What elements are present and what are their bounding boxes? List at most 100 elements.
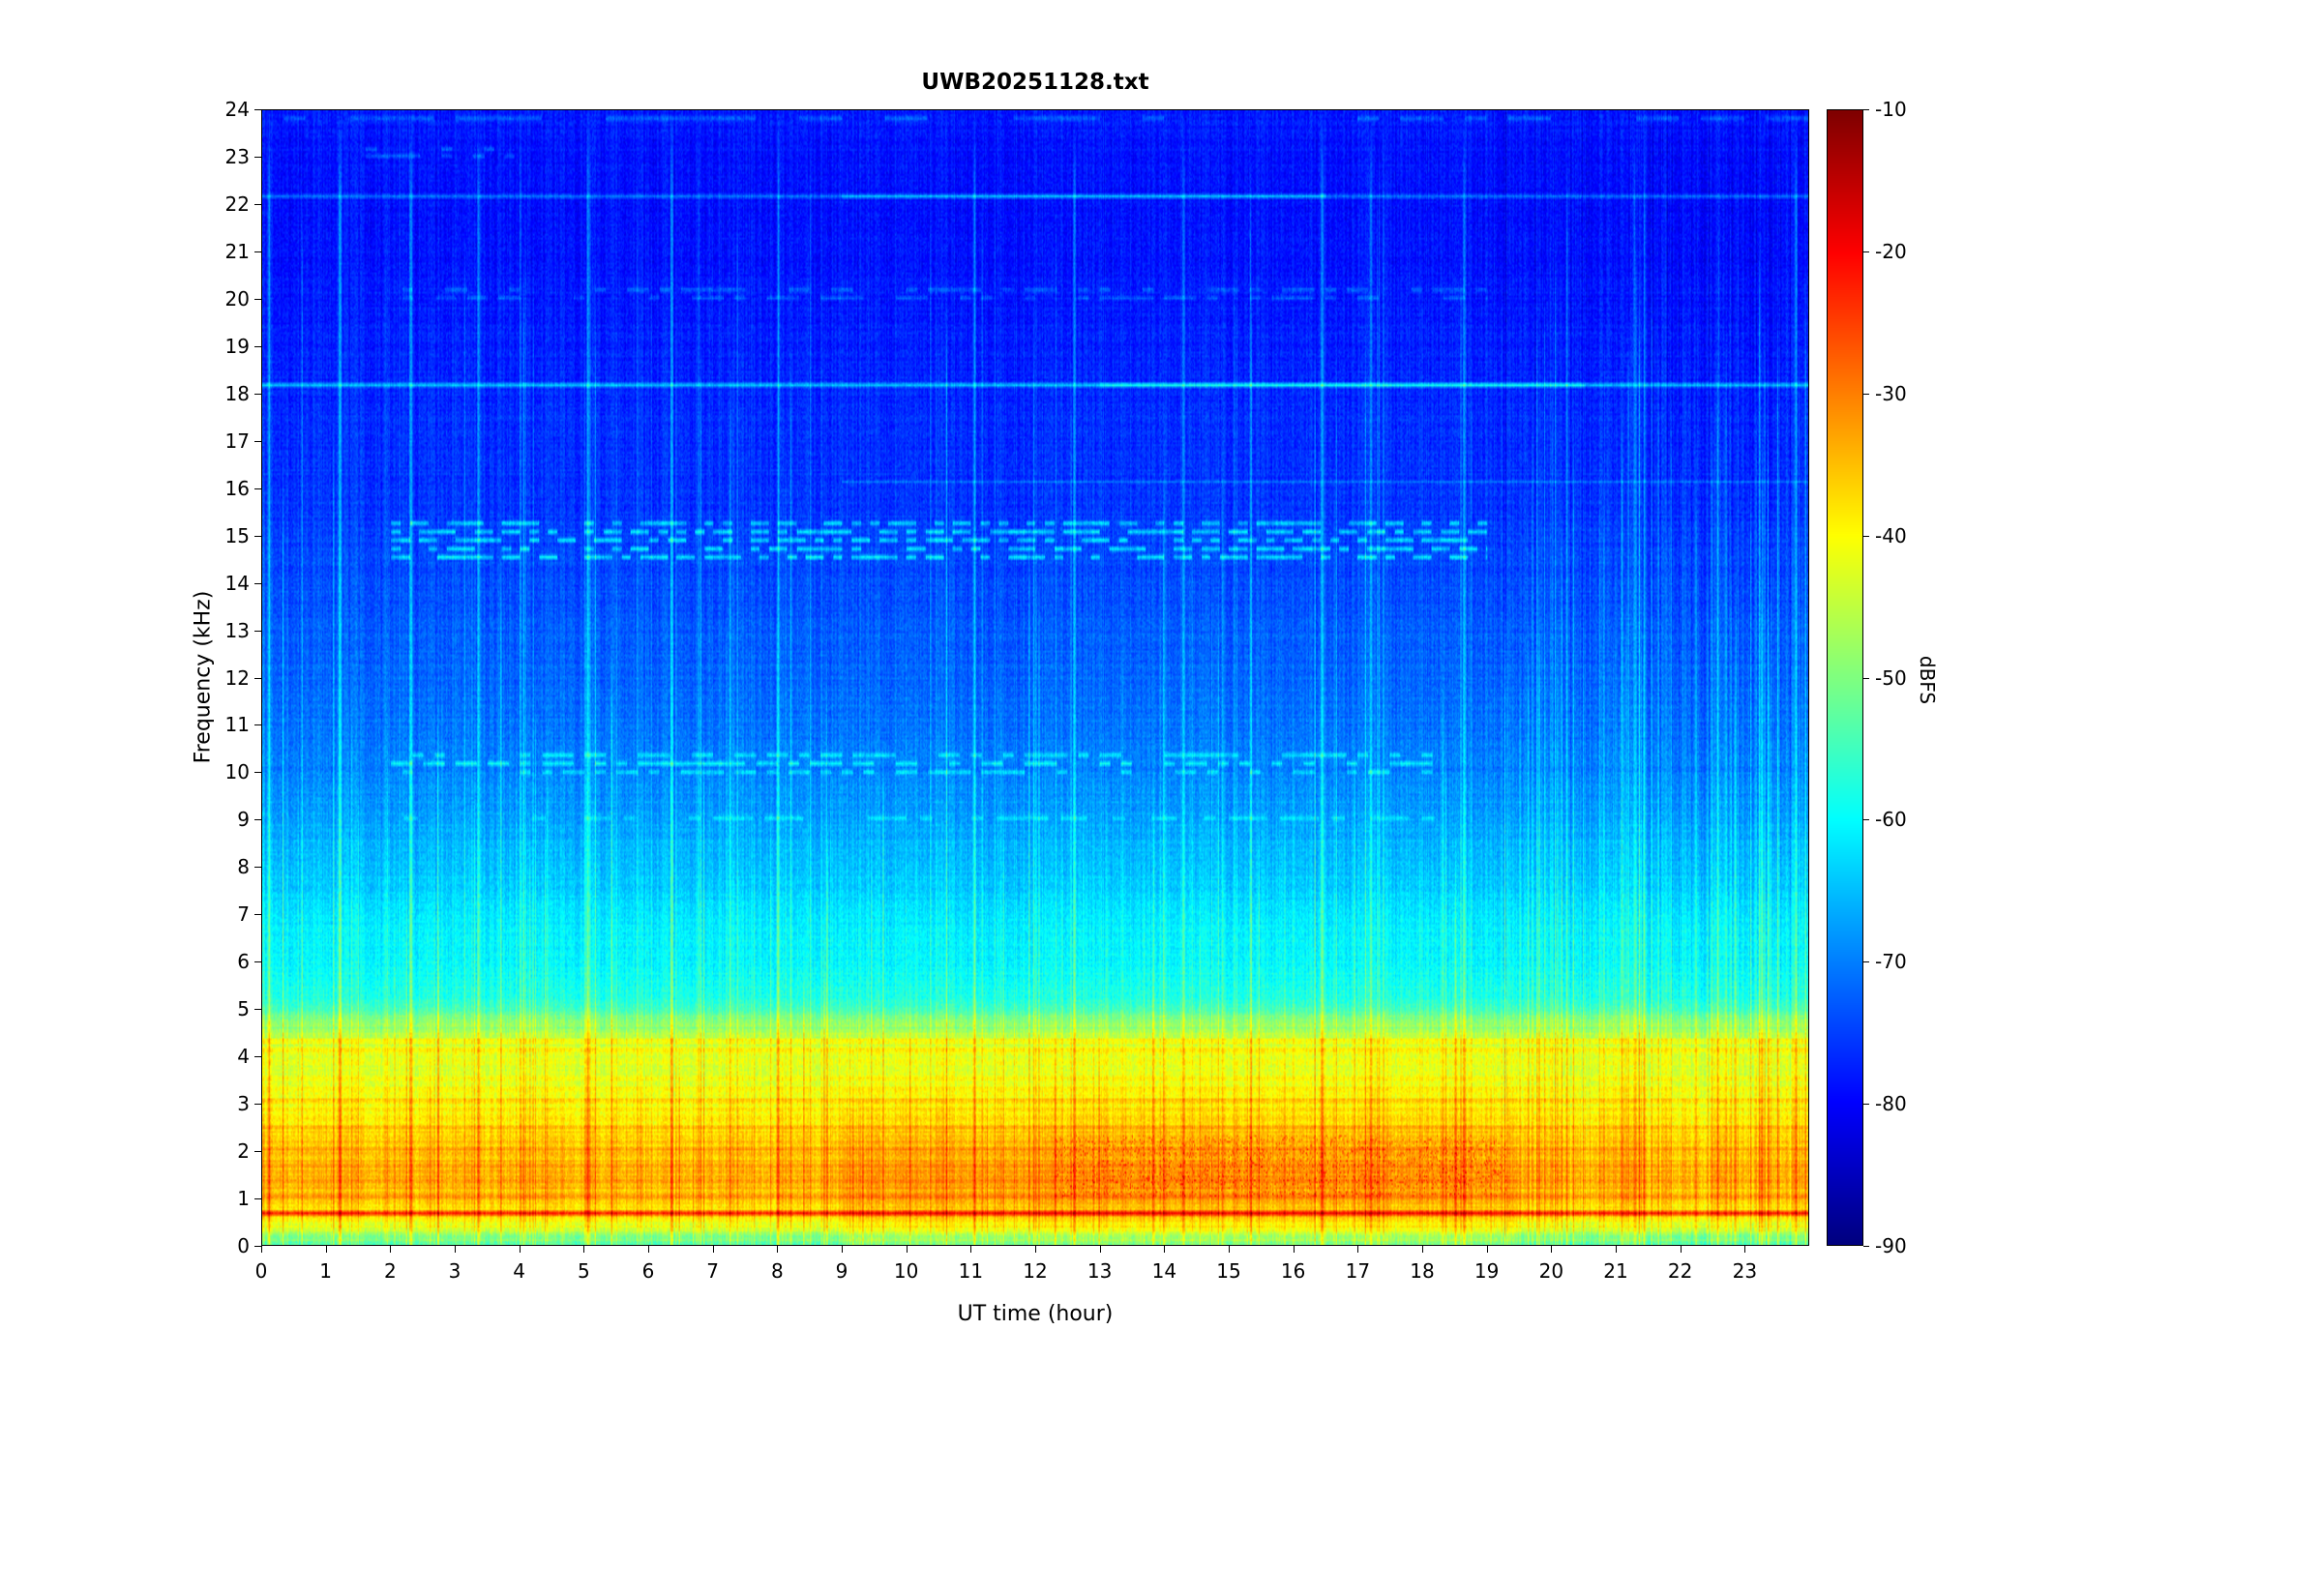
x-tick-mark (777, 1246, 779, 1253)
x-tick-label: 18 (1410, 1259, 1435, 1283)
colorbar-tick-label: -90 (1875, 1234, 1907, 1257)
y-tick-mark (254, 961, 261, 963)
y-tick-label: 21 (224, 239, 250, 263)
x-tick-label: 17 (1345, 1259, 1371, 1283)
x-tick-label: 0 (254, 1259, 268, 1283)
y-tick-label: 3 (237, 1092, 250, 1116)
y-tick-mark (254, 345, 261, 347)
y-tick-mark (254, 251, 261, 252)
x-tick-label: 16 (1280, 1259, 1306, 1283)
y-tick-label: 18 (224, 381, 250, 405)
y-tick-label: 4 (237, 1045, 250, 1069)
x-tick-label: 15 (1216, 1259, 1241, 1283)
y-tick-label: 11 (224, 713, 250, 737)
y-tick-mark (254, 1056, 261, 1058)
x-tick-label: 11 (958, 1259, 984, 1283)
y-tick-label: 15 (224, 523, 250, 547)
x-tick-mark (970, 1246, 972, 1253)
y-tick-label: 16 (224, 476, 250, 500)
y-tick-label: 6 (237, 950, 250, 974)
chart-title: UWB20251128.txt (921, 70, 1149, 95)
y-tick-mark (254, 914, 261, 916)
y-tick-mark (254, 582, 261, 584)
x-tick-label: 20 (1538, 1259, 1564, 1283)
x-tick-mark (1357, 1246, 1359, 1253)
y-tick-mark (254, 772, 261, 774)
y-tick-label: 0 (237, 1234, 250, 1257)
x-tick-label: 14 (1151, 1259, 1177, 1283)
y-tick-label: 1 (237, 1187, 250, 1211)
y-tick-mark (254, 819, 261, 821)
x-tick-label: 2 (383, 1259, 397, 1283)
x-tick-label: 23 (1732, 1259, 1758, 1283)
colorbar-tick-label: -40 (1875, 523, 1907, 547)
y-tick-mark (254, 298, 261, 300)
x-tick-mark (583, 1246, 585, 1253)
colorbar-tick-mark (1863, 1104, 1869, 1106)
colorbar-gradient-canvas (1828, 110, 1862, 1245)
y-tick-label: 9 (237, 808, 250, 832)
x-tick-mark (455, 1246, 456, 1253)
x-tick-mark (1293, 1246, 1295, 1253)
y-tick-mark (254, 1198, 261, 1200)
spectrogram-plot (261, 109, 1809, 1246)
x-tick-label: 6 (641, 1259, 655, 1283)
x-tick-mark (842, 1246, 843, 1253)
x-tick-label: 5 (577, 1259, 590, 1283)
y-tick-label: 23 (224, 144, 250, 168)
colorbar-tick-mark (1863, 961, 1869, 963)
y-tick-mark (254, 677, 261, 679)
y-tick-label: 5 (237, 997, 250, 1021)
y-tick-mark (254, 630, 261, 632)
y-tick-mark (254, 1009, 261, 1011)
colorbar (1827, 109, 1863, 1246)
x-tick-mark (261, 1246, 262, 1253)
colorbar-tick-label: -50 (1875, 665, 1907, 690)
x-tick-mark (712, 1246, 714, 1253)
x-tick-label: 13 (1087, 1259, 1113, 1283)
y-tick-mark (254, 203, 261, 205)
colorbar-tick-label: -80 (1875, 1092, 1907, 1116)
y-tick-mark (254, 1151, 261, 1153)
y-tick-label: 22 (224, 192, 250, 216)
y-tick-mark (254, 488, 261, 489)
y-tick-label: 14 (224, 571, 250, 595)
x-tick-label: 9 (835, 1259, 848, 1283)
x-tick-mark (1744, 1246, 1746, 1253)
x-tick-label: 19 (1474, 1259, 1500, 1283)
y-tick-mark (254, 724, 261, 726)
x-tick-label: 4 (513, 1259, 526, 1283)
x-tick-mark (648, 1246, 649, 1253)
y-tick-mark (254, 156, 261, 158)
x-tick-mark (1422, 1246, 1423, 1253)
colorbar-tick-label: -60 (1875, 808, 1907, 832)
y-tick-mark (254, 440, 261, 442)
y-tick-mark (254, 1246, 261, 1247)
y-tick-mark (254, 535, 261, 537)
x-tick-mark (1551, 1246, 1553, 1253)
y-tick-label: 20 (224, 286, 250, 310)
y-tick-label: 12 (224, 665, 250, 690)
y-tick-mark (254, 393, 261, 395)
colorbar-tick-mark (1863, 1246, 1869, 1247)
x-tick-mark (1486, 1246, 1488, 1253)
x-tick-mark (906, 1246, 908, 1253)
x-tick-label: 7 (706, 1259, 720, 1283)
colorbar-tick-mark (1863, 535, 1869, 537)
colorbar-tick-label: -70 (1875, 950, 1907, 974)
x-tick-label: 1 (319, 1259, 333, 1283)
x-tick-label: 3 (448, 1259, 461, 1283)
y-axis-label: Frequency (kHz) (191, 590, 216, 764)
colorbar-tick-label: -30 (1875, 381, 1907, 405)
x-tick-label: 22 (1667, 1259, 1693, 1283)
colorbar-tick-mark (1863, 251, 1869, 252)
x-tick-mark (1616, 1246, 1617, 1253)
x-tick-mark (1099, 1246, 1101, 1253)
colorbar-tick-label: -20 (1875, 239, 1907, 263)
colorbar-tick-mark (1863, 677, 1869, 679)
y-tick-mark (254, 1104, 261, 1106)
y-tick-label: 7 (237, 902, 250, 927)
colorbar-tick-mark (1863, 819, 1869, 821)
spectrogram-canvas (262, 110, 1808, 1245)
